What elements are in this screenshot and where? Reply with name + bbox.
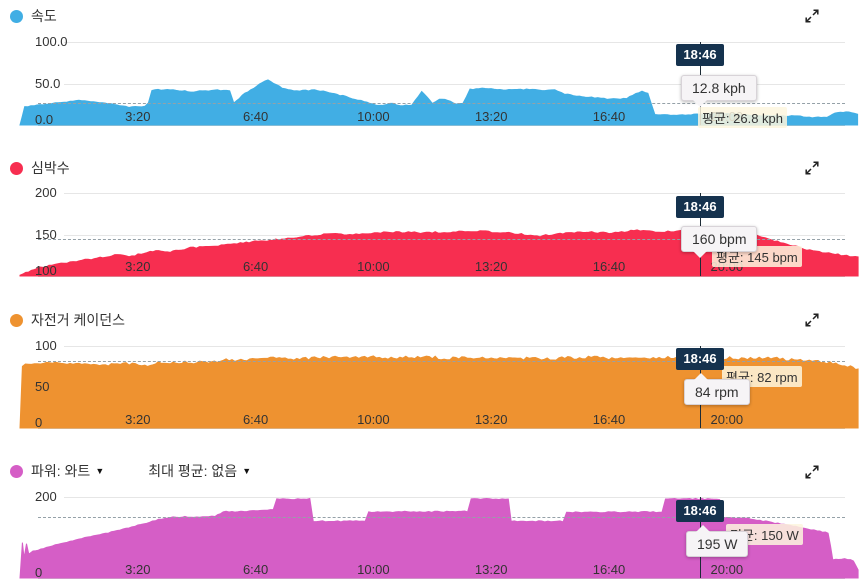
- x-axis-tick-label: 6:40: [242, 412, 269, 427]
- y-axis-tick-label: 50: [35, 379, 50, 394]
- speed-series-label: 속도: [31, 8, 57, 24]
- y-axis-tick-label: 200: [35, 489, 57, 504]
- average-line: [38, 102, 845, 104]
- speed-series-dot: [10, 9, 23, 23]
- x-axis-tick-label: 10:00: [357, 412, 390, 427]
- tooltip-heart-rate: 160 bpm: [681, 226, 758, 258]
- x-axis-tick-label: 20:00: [710, 562, 744, 577]
- x-axis-tick-label: 3:20: [125, 109, 151, 124]
- x-axis-tick-label: 3:20: [125, 259, 151, 274]
- x-axis-tick-label: 3:20: [125, 562, 151, 577]
- x-axis-tick-label: 6:40: [242, 562, 269, 577]
- y-axis-tick-label: 50.0: [35, 75, 61, 91]
- x-axis-tick-label: 20:00: [710, 412, 744, 427]
- y-axis-tick-label: 0: [35, 415, 43, 430]
- expand-icon: [805, 161, 819, 175]
- heart-rate-series-dot: [10, 161, 23, 175]
- cadence-series-dot: [10, 313, 23, 327]
- crosshair-time-speed: 18:46: [676, 44, 724, 66]
- average-line: [38, 517, 845, 519]
- x-axis-tick-label: 13:20: [474, 109, 508, 124]
- chevron-down-icon: ▼: [95, 465, 105, 476]
- x-axis-tick-label: 16:40: [592, 412, 626, 427]
- gridline: [64, 193, 845, 194]
- cadence-series-label: 자전거 케이던스: [31, 312, 126, 328]
- y-axis-tick-label: 100: [35, 338, 57, 353]
- tooltip-speed: 12.8 kph: [681, 75, 757, 107]
- gridline: [64, 497, 845, 498]
- gridline: [64, 83, 845, 85]
- gridline: [64, 346, 845, 347]
- gridline: [64, 42, 845, 43]
- x-axis-tick-label: 6:40: [242, 109, 269, 124]
- y-axis-tick-label: 200: [35, 185, 57, 200]
- legend-heart-rate[interactable]: 심박수: [10, 158, 70, 178]
- expand-button-power[interactable]: [804, 464, 820, 480]
- heart-rate-series-label: 심박수: [31, 160, 70, 176]
- power-metric-label: 파워: 와트: [31, 463, 91, 479]
- chevron-down-icon: ▼: [242, 465, 252, 476]
- max-average-dropdown[interactable]: 최대 평균: 없음 ▼: [148, 461, 251, 481]
- x-axis-tick-label: 10:00: [357, 259, 390, 274]
- power-metric-dropdown[interactable]: 파워: 와트 ▼: [31, 461, 104, 481]
- power-series-dot: [10, 464, 23, 478]
- expand-icon: [805, 313, 819, 327]
- x-axis-tick-label: 13:20: [474, 259, 508, 274]
- x-axis-tick-label: 3:20: [125, 412, 151, 427]
- x-axis-tick-label: 16:40: [592, 259, 626, 274]
- expand-button-heart-rate[interactable]: [804, 160, 820, 176]
- x-axis-tick-label: 10:00: [357, 562, 390, 577]
- legend-power: 파워: 와트 ▼ 최대 평균: 없음 ▼: [10, 461, 251, 481]
- x-axis-tick-label: 16:40: [592, 109, 626, 124]
- x-axis-tick-label: 13:20: [474, 412, 508, 427]
- y-axis-tick-label: 100.0: [35, 34, 68, 49]
- expand-icon: [805, 9, 819, 23]
- tooltip-cadence: 84 rpm: [684, 373, 750, 405]
- y-axis-tick-label: 0.0: [35, 112, 54, 127]
- crosshair-time-power: 18:46: [676, 500, 724, 522]
- expand-button-speed[interactable]: [804, 8, 820, 24]
- average-line: [38, 360, 845, 362]
- x-axis-tick-label: 16:40: [592, 562, 626, 577]
- x-axis-tick-label: 6:40: [242, 259, 269, 274]
- x-axis-tick-label: 13:20: [474, 562, 508, 577]
- average-line: [38, 238, 845, 240]
- legend-cadence[interactable]: 자전거 케이던스: [10, 310, 125, 330]
- average-label-speed: 평균: 26.8 kph: [698, 107, 788, 128]
- crosshair-time-heart-rate: 18:46: [676, 196, 724, 218]
- tooltip-power: 195 W: [686, 525, 749, 557]
- legend-speed[interactable]: 속도: [10, 6, 57, 26]
- y-axis-tick-label: 100: [35, 263, 57, 278]
- max-average-label: 최대 평균: 없음: [148, 463, 238, 479]
- crosshair-time-cadence: 18:46: [676, 348, 724, 370]
- y-axis-tick-label: 0: [35, 565, 43, 580]
- y-axis-tick-label: 150: [35, 226, 57, 242]
- cadence-area-series[interactable]: [19, 355, 859, 429]
- x-axis-tick-label: 10:00: [357, 109, 390, 124]
- expand-icon: [805, 465, 819, 479]
- expand-button-cadence[interactable]: [804, 312, 820, 328]
